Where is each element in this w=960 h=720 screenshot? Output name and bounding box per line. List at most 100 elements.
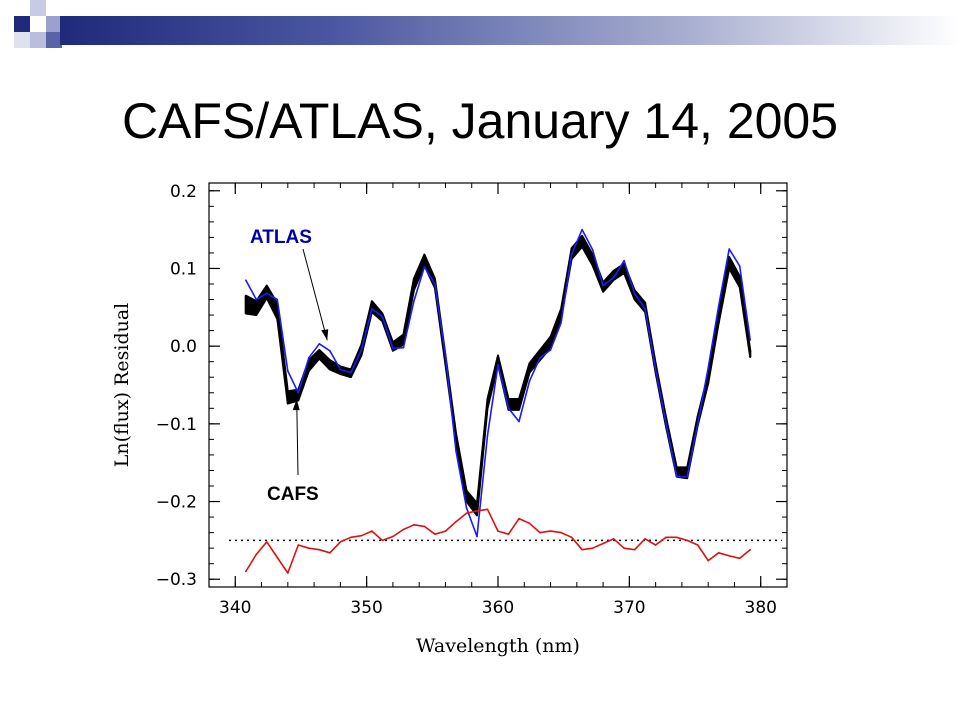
difference-point bbox=[612, 538, 615, 540]
atlas-point bbox=[570, 253, 573, 256]
x-tick-label: 340 bbox=[219, 598, 251, 618]
atlas-point bbox=[665, 423, 667, 425]
difference-point bbox=[455, 520, 457, 523]
atlas-point bbox=[350, 371, 352, 374]
atlas-point bbox=[654, 368, 657, 371]
cafs-annotation-arrow bbox=[296, 399, 299, 476]
cafs-arrowhead bbox=[292, 399, 300, 411]
difference-point bbox=[738, 557, 741, 560]
y-tick-label: 0.0 bbox=[170, 337, 197, 357]
difference-point bbox=[423, 525, 426, 528]
atlas-point bbox=[371, 308, 373, 310]
difference-point bbox=[486, 508, 489, 511]
difference-point bbox=[570, 536, 573, 539]
atlas-point bbox=[381, 315, 384, 318]
atlas-point bbox=[549, 349, 552, 351]
atlas-point bbox=[276, 298, 279, 301]
atlas-point bbox=[497, 364, 499, 366]
atlas-point bbox=[717, 304, 720, 307]
difference-point bbox=[339, 541, 342, 543]
atlas-point bbox=[329, 350, 331, 352]
difference-point bbox=[591, 547, 594, 549]
atlas-point bbox=[581, 228, 583, 231]
difference-point bbox=[623, 547, 625, 549]
atlas-point bbox=[255, 298, 258, 301]
deco-square-light bbox=[30, 32, 46, 48]
y-tick-label: −0.1 bbox=[156, 415, 197, 435]
difference-point bbox=[549, 530, 552, 532]
difference-point bbox=[633, 548, 636, 551]
difference-point bbox=[318, 548, 321, 551]
difference-point bbox=[675, 536, 678, 539]
difference-point bbox=[297, 544, 300, 546]
atlas-point bbox=[465, 506, 468, 509]
atlas-point bbox=[675, 475, 678, 478]
atlas-point bbox=[308, 357, 310, 359]
y-axis-label: Ln(flux) Residual bbox=[111, 303, 133, 468]
difference-point bbox=[413, 524, 415, 526]
atlas-point bbox=[560, 322, 562, 324]
atlas-point bbox=[696, 423, 699, 425]
difference-point bbox=[276, 556, 279, 559]
atlas-point bbox=[402, 346, 405, 349]
y-tick-label: 0.1 bbox=[170, 259, 197, 279]
difference-point bbox=[350, 536, 352, 539]
atlas-point bbox=[297, 391, 300, 394]
atlas-point bbox=[392, 347, 394, 350]
slide-title: CAFS/ATLAS, January 14, 2005 bbox=[121, 93, 839, 149]
atlas-point bbox=[728, 248, 730, 250]
atlas-point bbox=[707, 367, 709, 369]
difference-point bbox=[444, 530, 447, 532]
difference-point bbox=[465, 512, 468, 514]
atlas-point bbox=[612, 276, 615, 279]
atlas-point bbox=[602, 284, 604, 287]
difference-point bbox=[686, 539, 688, 542]
difference-point bbox=[381, 539, 384, 542]
difference-point bbox=[581, 548, 583, 551]
x-tick-label: 370 bbox=[613, 598, 645, 618]
difference-point bbox=[402, 528, 405, 531]
deco-square-mid bbox=[14, 32, 30, 48]
difference-point bbox=[728, 555, 730, 557]
atlas-point bbox=[360, 349, 363, 351]
atlas-point bbox=[591, 249, 594, 251]
atlas-point bbox=[528, 380, 531, 382]
x-tick-label: 380 bbox=[745, 598, 777, 618]
atlas-point bbox=[738, 265, 741, 267]
deco-square-dark bbox=[14, 16, 30, 32]
atlas-point bbox=[476, 535, 478, 538]
atlas-point bbox=[486, 434, 489, 437]
atlas-point bbox=[686, 475, 688, 478]
atlas-point bbox=[507, 407, 510, 410]
difference-point bbox=[266, 541, 268, 543]
difference-point bbox=[507, 533, 510, 535]
atlas-point bbox=[644, 308, 646, 310]
difference-point bbox=[497, 530, 499, 532]
atlas-point bbox=[423, 266, 426, 268]
atlas-point bbox=[266, 292, 268, 295]
difference-point bbox=[717, 552, 720, 554]
difference-point bbox=[287, 572, 289, 574]
difference-point bbox=[539, 531, 541, 534]
difference-point bbox=[392, 535, 394, 538]
difference-point bbox=[560, 531, 562, 534]
atlas-arrowhead bbox=[321, 329, 329, 341]
atlas-point bbox=[633, 292, 636, 295]
difference-point bbox=[602, 542, 604, 545]
atlas-point bbox=[434, 283, 436, 285]
difference-point bbox=[528, 522, 531, 525]
difference-point bbox=[434, 533, 436, 535]
difference-point bbox=[518, 517, 520, 520]
y-tick-label: −0.3 bbox=[156, 570, 197, 590]
x-tick-label: 350 bbox=[350, 598, 382, 618]
deco-square-dark bbox=[46, 32, 62, 48]
atlas-point bbox=[749, 339, 752, 341]
x-axis-label: Wavelength (nm) bbox=[416, 635, 580, 657]
difference-point bbox=[255, 553, 258, 556]
atlas-series-line bbox=[245, 228, 751, 538]
difference-point bbox=[244, 570, 247, 573]
atlas-point bbox=[287, 370, 289, 372]
atlas-point bbox=[244, 279, 247, 281]
atlas-point bbox=[539, 357, 541, 359]
